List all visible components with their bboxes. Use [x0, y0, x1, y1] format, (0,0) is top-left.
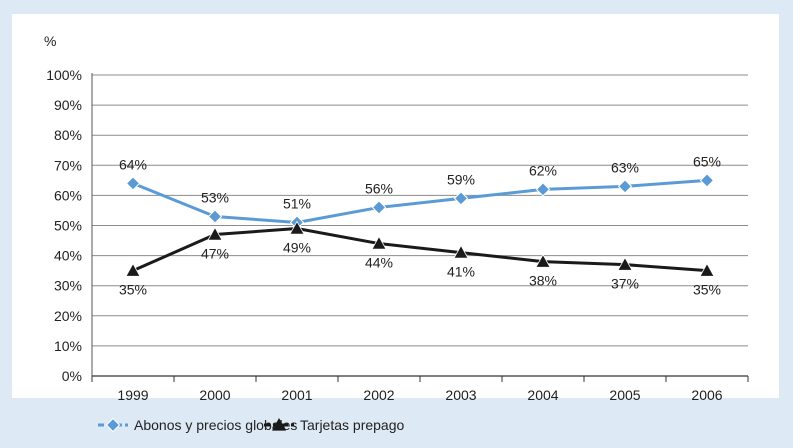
data-label: 49%	[283, 240, 311, 256]
series-line-1	[132, 178, 708, 224]
data-labels: 64% 35% 53% 47% 51% 49% 56% 44% 59% 41% 62% 38% 63% 3…	[119, 153, 721, 297]
data-label: 53%	[201, 189, 229, 205]
data-point-diamond	[125, 176, 141, 191]
legend-marker-diamond	[105, 417, 121, 433]
x-tick-label: 2006	[691, 387, 722, 403]
data-label: 47%	[201, 246, 229, 262]
legend-label-1: Abonos y precios globales	[134, 417, 297, 433]
x-tick-label: 2002	[363, 387, 394, 403]
data-label: 38%	[529, 273, 557, 289]
data-label: 51%	[283, 195, 311, 211]
data-label: 56%	[365, 180, 393, 196]
y-tick-label: 80%	[54, 127, 82, 143]
y-tick-label: 40%	[54, 248, 82, 264]
data-point-triangle	[371, 235, 387, 250]
x-tick-label: 2005	[609, 387, 640, 403]
data-point-triangle	[125, 262, 141, 277]
y-tick-label: 10%	[54, 338, 82, 354]
data-label: 35%	[693, 282, 721, 298]
y-axis: 0% 10% 20% 30% 40% 50% 60% 70% 80% 90% 100%	[46, 67, 93, 384]
data-point-triangle	[617, 256, 633, 271]
data-point-triangle	[207, 226, 223, 241]
y-tick-label: 70%	[54, 157, 82, 173]
gridlines	[92, 74, 748, 347]
y-tick-label: 90%	[54, 97, 82, 113]
data-label: 63%	[611, 159, 639, 175]
series-group	[125, 173, 715, 277]
data-point-diamond	[699, 173, 715, 188]
data-point-triangle	[699, 262, 715, 277]
y-tick-label: 0%	[62, 368, 82, 384]
data-point-triangle	[535, 253, 551, 268]
data-label: 65%	[693, 153, 721, 169]
y-axis-label: %	[44, 33, 56, 49]
x-tick-label: 2004	[527, 387, 558, 403]
data-label: 44%	[365, 255, 393, 271]
y-tick-label: 30%	[54, 278, 82, 294]
x-tick-label: 2000	[199, 387, 230, 403]
legend-marker-triangle	[272, 418, 286, 431]
data-point-diamond	[535, 182, 551, 197]
y-tick-label: 50%	[54, 218, 82, 234]
data-point-diamond	[453, 191, 469, 206]
y-tick-label: 60%	[54, 187, 82, 203]
data-label: 62%	[529, 162, 557, 178]
legend-label-2: Tarjetas prepago	[300, 417, 405, 433]
data-label: 59%	[447, 171, 475, 187]
series-line-2	[132, 227, 708, 273]
y-tick-label: 20%	[54, 308, 82, 324]
x-tick-label: 1999	[117, 387, 148, 403]
data-label: 35%	[119, 282, 147, 298]
x-tick-label: 2001	[281, 387, 312, 403]
data-point-triangle	[289, 220, 305, 235]
data-label: 37%	[611, 276, 639, 292]
data-label: 64%	[119, 156, 147, 172]
data-label: 41%	[447, 264, 475, 280]
x-tick-label: 2003	[445, 387, 476, 403]
data-point-diamond	[207, 209, 223, 224]
x-axis: 1999 2000 2001 2002 2003 2004 2005 2006	[91, 375, 749, 403]
data-point-diamond	[617, 179, 633, 194]
data-point-triangle	[453, 244, 469, 259]
legend: Abonos y precios globales Tarjetas prepag…	[98, 417, 405, 433]
y-tick-label: 100%	[46, 67, 82, 83]
data-point-diamond	[371, 200, 387, 215]
